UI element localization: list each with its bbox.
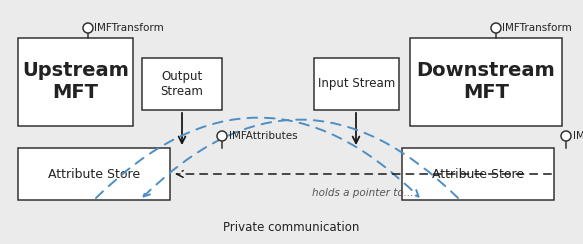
Text: Attribute Store: Attribute Store xyxy=(432,167,524,181)
FancyBboxPatch shape xyxy=(410,38,562,126)
FancyBboxPatch shape xyxy=(142,58,222,110)
Circle shape xyxy=(83,23,93,33)
Text: Downstream
MFT: Downstream MFT xyxy=(417,61,556,102)
Circle shape xyxy=(491,23,501,33)
Circle shape xyxy=(561,131,571,141)
Text: Input Stream: Input Stream xyxy=(318,78,395,91)
Text: Upstream
MFT: Upstream MFT xyxy=(22,61,129,102)
Text: IMFAttributes: IMFAttributes xyxy=(229,131,298,141)
Text: IMFAttributes: IMFAttributes xyxy=(573,131,583,141)
Circle shape xyxy=(217,131,227,141)
FancyBboxPatch shape xyxy=(314,58,399,110)
Text: holds a pointer to...: holds a pointer to... xyxy=(312,188,414,198)
Text: Attribute Store: Attribute Store xyxy=(48,167,140,181)
Text: Private communication: Private communication xyxy=(223,221,359,234)
Text: IMFTransform: IMFTransform xyxy=(94,23,164,33)
FancyBboxPatch shape xyxy=(18,38,133,126)
FancyBboxPatch shape xyxy=(18,148,170,200)
Text: Output
Stream: Output Stream xyxy=(160,70,203,98)
Text: IMFTransform: IMFTransform xyxy=(502,23,572,33)
FancyBboxPatch shape xyxy=(402,148,554,200)
